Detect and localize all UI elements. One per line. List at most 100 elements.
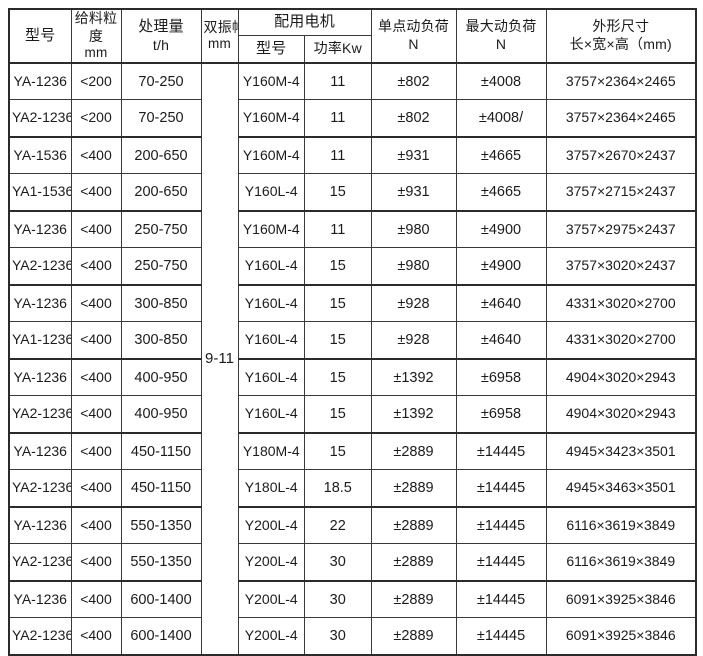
cell-dimensions: 3757×2715×2437 bbox=[545, 173, 697, 212]
cell-motor-model: Y160L-4 bbox=[237, 173, 305, 212]
table-row: YA-1236 <200 70-250 9-11 Y160M-4 11 ±802 ±4008 3… bbox=[8, 62, 697, 656]
cell-max-load: ±4008/ bbox=[455, 99, 547, 138]
cell-motor-model: Y160L-4 bbox=[237, 247, 305, 286]
cell-motor-model: Y160M-4 bbox=[237, 62, 305, 101]
cell-capacity: 550-1350 bbox=[120, 506, 202, 545]
cell-feed-size: <400 bbox=[70, 136, 122, 175]
column-header-feed-size: 给料粒 度 mm bbox=[70, 8, 122, 64]
header-label-motor-model: 型号 bbox=[256, 39, 287, 57]
cell-single-load: ±931 bbox=[370, 173, 457, 212]
cell-feed-size: <400 bbox=[70, 321, 122, 360]
header-label-motor-power: 功率Kw bbox=[313, 40, 362, 57]
cell-max-load: ±6958 bbox=[455, 395, 547, 434]
cell-dimensions: 3757×3020×2437 bbox=[545, 247, 697, 286]
header-label-feed-size-2: 度 bbox=[88, 27, 104, 44]
cell-single-load: ±980 bbox=[370, 210, 457, 249]
cell-dimensions: 4904×3020×2943 bbox=[545, 358, 697, 397]
column-header-model: 型号 bbox=[8, 8, 72, 64]
header-label-max-dynamic-load: 最大动负荷 bbox=[465, 18, 537, 35]
cell-capacity: 300-850 bbox=[120, 321, 202, 360]
table-row: YA2-1236 <400 400-950 Y160L-4 15 ±1392 ±6958 49… bbox=[8, 395, 697, 434]
cell-single-load: ±1392 bbox=[370, 395, 457, 434]
cell-single-load: ±2889 bbox=[370, 580, 457, 619]
cell-dimensions: 6116×3619×3849 bbox=[545, 543, 697, 582]
cell-model: YA2-1236 bbox=[8, 617, 72, 656]
cell-feed-size: <400 bbox=[70, 247, 122, 286]
cell-single-load: ±802 bbox=[370, 62, 457, 101]
cell-motor-power: 11 bbox=[304, 99, 372, 138]
cell-amplitude-merged: 9-11 bbox=[200, 62, 239, 656]
cell-max-load: ±4900 bbox=[455, 210, 547, 249]
cell-capacity: 600-1400 bbox=[120, 580, 202, 619]
cell-model: YA2-1236 bbox=[8, 99, 72, 138]
cell-dimensions: 6091×3925×3846 bbox=[545, 617, 697, 656]
cell-capacity: 300-850 bbox=[120, 284, 202, 323]
table-row: YA1-1536 <400 200-650 Y160L-4 15 ±931 ±4665 375… bbox=[8, 173, 697, 212]
cell-single-load: ±2889 bbox=[370, 543, 457, 582]
cell-capacity: 450-1150 bbox=[120, 469, 202, 508]
cell-max-load: ±14445 bbox=[455, 580, 547, 619]
cell-motor-power: 15 bbox=[304, 321, 372, 360]
cell-single-load: ±2889 bbox=[370, 432, 457, 471]
column-header-amplitude: 双振幅 mm bbox=[200, 8, 239, 64]
table-row: YA-1236 <400 550-1350 Y200L-4 22 ±2889 ±14445 6… bbox=[8, 506, 697, 545]
cell-dimensions: 4945×3423×3501 bbox=[545, 432, 697, 471]
cell-dimensions: 3757×2364×2465 bbox=[545, 99, 697, 138]
cell-model: YA-1236 bbox=[8, 432, 72, 471]
cell-max-load: ±14445 bbox=[455, 543, 547, 582]
cell-motor-model: Y160M-4 bbox=[237, 136, 305, 175]
cell-max-load: ±4665 bbox=[455, 136, 547, 175]
header-label-motor-group: 配用电机 bbox=[274, 13, 335, 31]
cell-capacity: 600-1400 bbox=[120, 617, 202, 656]
cell-dimensions: 6091×3925×3846 bbox=[545, 580, 697, 619]
cell-dimensions: 3757×2364×2465 bbox=[545, 62, 697, 101]
cell-motor-power: 15 bbox=[304, 395, 372, 434]
table-row: YA2-1236 <200 70-250 Y160M-4 11 ±802 ±4008/375… bbox=[8, 99, 697, 138]
cell-single-load: ±802 bbox=[370, 99, 457, 138]
cell-feed-size: <400 bbox=[70, 210, 122, 249]
cell-motor-power: 15 bbox=[304, 432, 372, 471]
cell-dimensions: 3757×2975×2437 bbox=[545, 210, 697, 249]
table-header: 型号 给料粒 度 mm 处理量 t/h 双振幅 mm 配用电机 bbox=[8, 8, 697, 64]
column-header-motor-group: 配用电机 bbox=[237, 8, 372, 37]
cell-max-load: ±4665 bbox=[455, 173, 547, 212]
cell-dimensions: 4904×3020×2943 bbox=[545, 395, 697, 434]
table-body: YA-1236 <200 70-250 9-11 Y160M-4 11 ±802 ±4008 3… bbox=[8, 62, 697, 656]
cell-feed-size: <400 bbox=[70, 543, 122, 582]
cell-motor-model: Y200L-4 bbox=[237, 617, 305, 656]
cell-max-load: ±14445 bbox=[455, 506, 547, 545]
cell-max-load: ±6958 bbox=[455, 358, 547, 397]
cell-motor-model: Y160L-4 bbox=[237, 284, 305, 323]
cell-motor-power: 15 bbox=[304, 247, 372, 286]
cell-feed-size: <400 bbox=[70, 432, 122, 471]
column-header-dimensions: 外形尺寸 长×宽×高（mm) bbox=[545, 8, 697, 64]
header-label-amplitude: 双振幅 bbox=[203, 18, 238, 35]
table-row: YA2-1236 <400 550-1350 Y200L-4 30 ±2889 ±14445… bbox=[8, 543, 697, 582]
cell-feed-size: <400 bbox=[70, 358, 122, 397]
cell-model: YA2-1236 bbox=[8, 469, 72, 508]
cell-motor-power: 15 bbox=[304, 284, 372, 323]
cell-motor-model: Y200L-4 bbox=[237, 506, 305, 545]
cell-motor-power: 30 bbox=[304, 617, 372, 656]
cell-single-load: ±980 bbox=[370, 247, 457, 286]
cell-dimensions: 3757×2670×2437 bbox=[545, 136, 697, 175]
table-row: YA-1236 <400 600-1400 Y200L-4 30 ±2889 ±14445 6… bbox=[8, 580, 697, 619]
table-row: YA-1236 <400 250-750 Y160M-4 11 ±980 ±4900 3757… bbox=[8, 210, 697, 249]
cell-dimensions: 4331×3020×2700 bbox=[545, 284, 697, 323]
cell-capacity: 400-950 bbox=[120, 358, 202, 397]
cell-motor-model: Y200L-4 bbox=[237, 543, 305, 582]
cell-capacity: 70-250 bbox=[120, 62, 202, 101]
header-unit-capacity: t/h bbox=[152, 36, 170, 53]
cell-model: YA2-1236 bbox=[8, 543, 72, 582]
column-header-motor-power: 功率Kw bbox=[304, 35, 372, 64]
cell-feed-size: <400 bbox=[70, 395, 122, 434]
cell-motor-power: 18.5 bbox=[304, 469, 372, 508]
table-row: YA2-1236 <400 250-750 Y160L-4 15 ±980 ±4900 375… bbox=[8, 247, 697, 286]
cell-model: YA1-1536 bbox=[8, 173, 72, 212]
header-unit-amplitude: mm bbox=[208, 36, 231, 52]
cell-dimensions: 6116×3619×3849 bbox=[545, 506, 697, 545]
cell-single-load: ±2889 bbox=[370, 506, 457, 545]
cell-capacity: 250-750 bbox=[120, 247, 202, 286]
header-unit-feed-size: mm bbox=[84, 45, 108, 60]
cell-feed-size: <400 bbox=[70, 284, 122, 323]
